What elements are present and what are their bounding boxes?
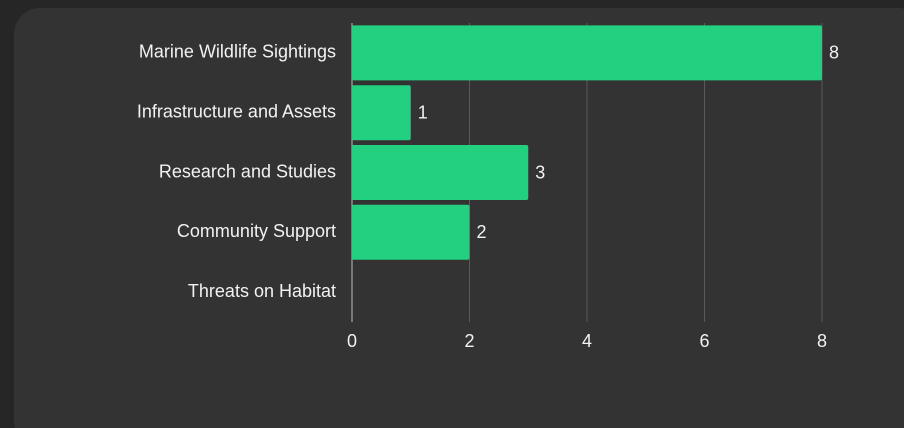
x-tick-label: 2 — [464, 331, 474, 351]
value-label: 3 — [535, 162, 545, 182]
value-label: 2 — [477, 222, 487, 242]
y-tick-label: Marine Wildlife Sightings — [139, 42, 336, 62]
x-tick-label: 0 — [347, 331, 357, 351]
x-tick-label: 8 — [817, 331, 827, 351]
bar — [352, 204, 470, 260]
y-tick-label: Research and Studies — [159, 161, 336, 181]
x-tick-label: 6 — [699, 331, 709, 351]
value-label: 8 — [829, 43, 839, 63]
x-tick-label: 4 — [582, 331, 592, 351]
bar — [352, 85, 411, 141]
value-label: 1 — [418, 102, 428, 122]
y-tick-label: Infrastructure and Assets — [137, 101, 336, 121]
bar — [352, 25, 822, 81]
y-tick-label: Community Support — [177, 221, 336, 241]
bar — [352, 145, 529, 200]
y-tick-label: Threats on Habitat — [188, 281, 336, 301]
